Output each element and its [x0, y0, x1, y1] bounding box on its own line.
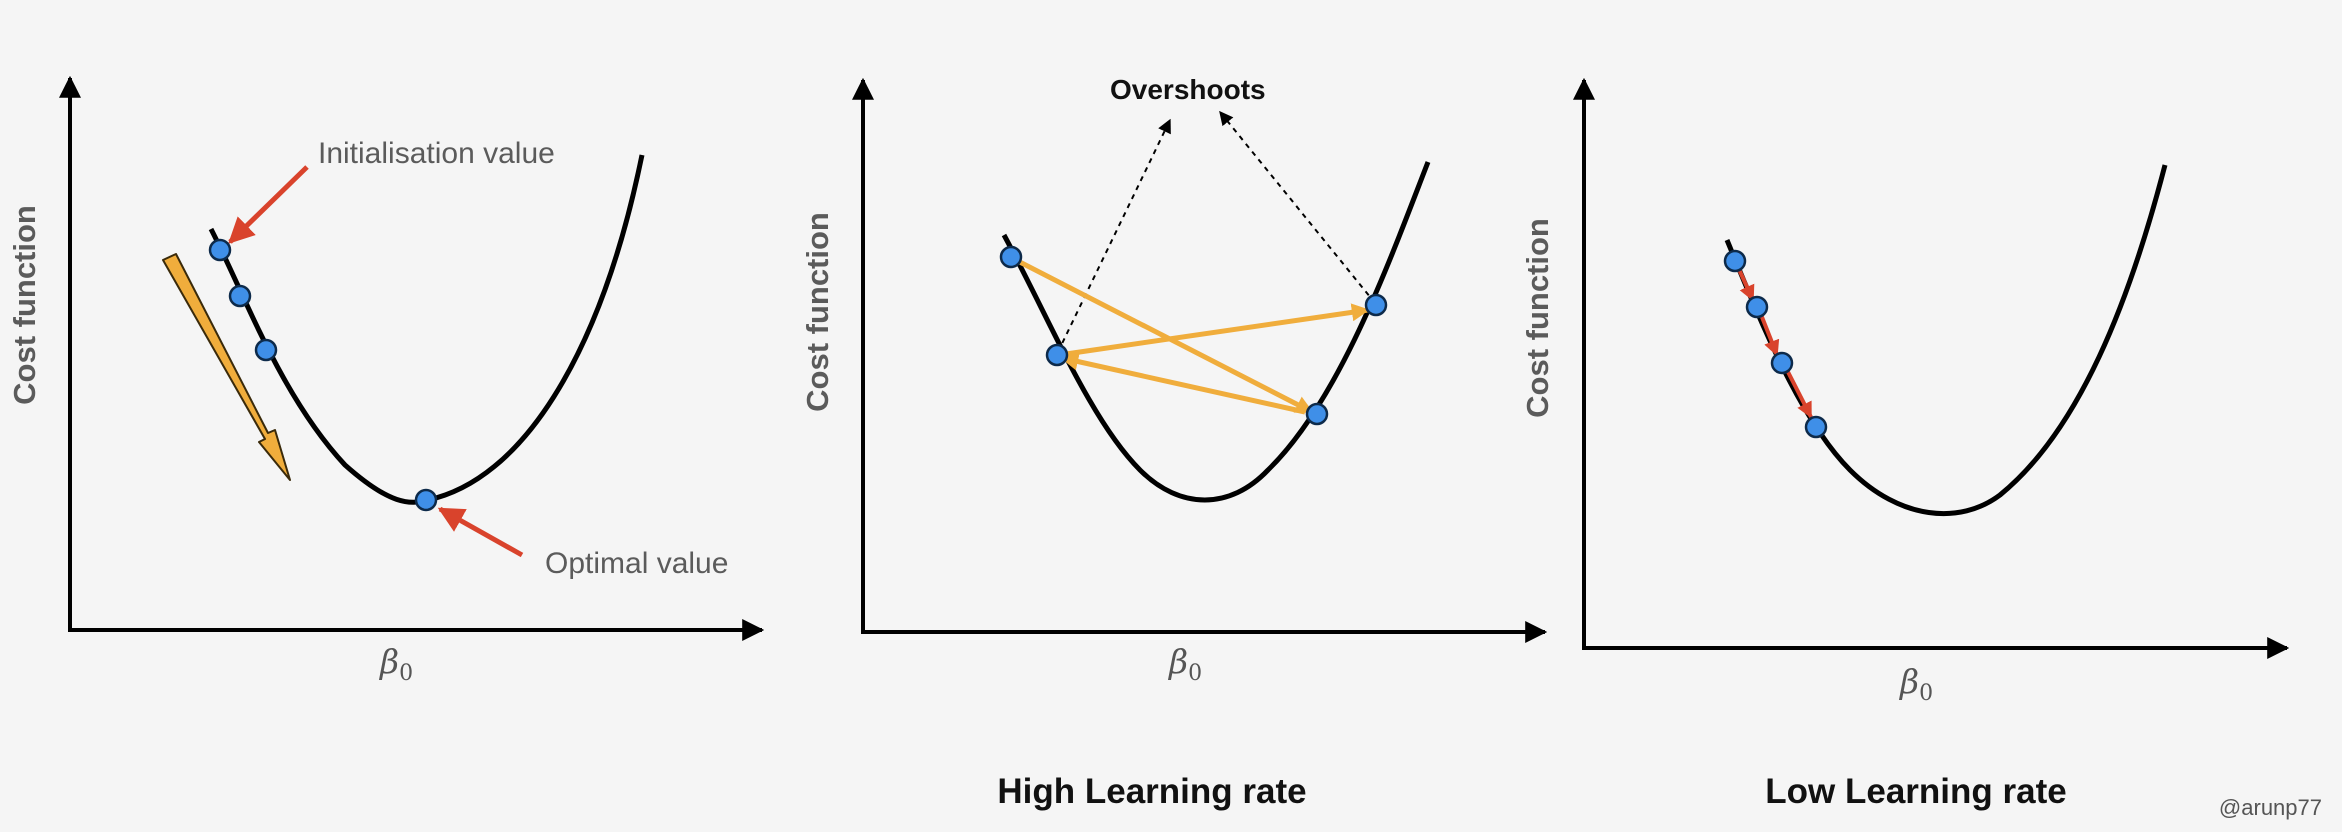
panel-1-point-2 — [228, 284, 252, 308]
panel-1-point-init — [208, 238, 232, 262]
panel-1-initialisation-label: Initialisation value — [318, 137, 555, 170]
panel-2-overshoot-arrow-left — [1057, 118, 1171, 353]
panel-3: Cost function β0 Low Learning rate — [1520, 77, 2290, 811]
panel-2-x-axis-label: β0 — [1167, 642, 1202, 686]
panel-2-y-axis-label: Cost function — [800, 212, 835, 412]
panel-3-y-axis-label: Cost function — [1520, 218, 1555, 418]
panel-1-y-axis-label: Cost function — [7, 205, 42, 405]
panel-2-step-arrow-2 — [1060, 352, 1306, 415]
panel-1-initialisation-arrow — [228, 165, 309, 244]
panel-2-caption: High Learning rate — [997, 772, 1306, 811]
panel-2-overshoot-arrow-right — [1219, 110, 1376, 304]
panel-1-descent-arrow — [162, 253, 291, 481]
panel-2-step-arrow-3 — [1065, 303, 1370, 357]
panel-3-point-4 — [1804, 415, 1828, 439]
panel-1-x-axis-label: β0 — [378, 642, 413, 686]
panel-2-point-2 — [1045, 343, 1069, 367]
panel-2-step-arrow-1 — [1010, 255, 1314, 415]
panel-3-point-2 — [1745, 295, 1769, 319]
panel-3-caption: Low Learning rate — [1765, 772, 2066, 811]
panel-3-step-arrow-2 — [1758, 311, 1780, 357]
credit-label: @arunp77 — [2219, 795, 2322, 820]
panel-1: Initialisation value Optimal value Cost … — [7, 75, 765, 686]
panel-3-cost-curve — [1724, 164, 2168, 516]
panel-2-overshoots-label: Overshoots — [1110, 74, 1266, 105]
panel-1-optimal-arrow — [437, 506, 524, 558]
panel-1-optimal-label: Optimal value — [545, 547, 728, 580]
panel-2-point-4 — [1364, 293, 1388, 317]
panel-1-point-3 — [254, 338, 278, 362]
panel-3-step-arrow-3 — [1784, 367, 1813, 419]
panel-2-point-1 — [999, 245, 1023, 269]
panel-2: Overshoots Cost function β0 High Learnin… — [800, 74, 1548, 811]
panel-1-point-optimal — [414, 488, 438, 512]
panel-3-point-1 — [1723, 249, 1747, 273]
panel-3-x-axis-label: β0 — [1898, 662, 1933, 706]
panel-2-point-3 — [1305, 402, 1329, 426]
panel-3-point-3 — [1770, 351, 1794, 375]
